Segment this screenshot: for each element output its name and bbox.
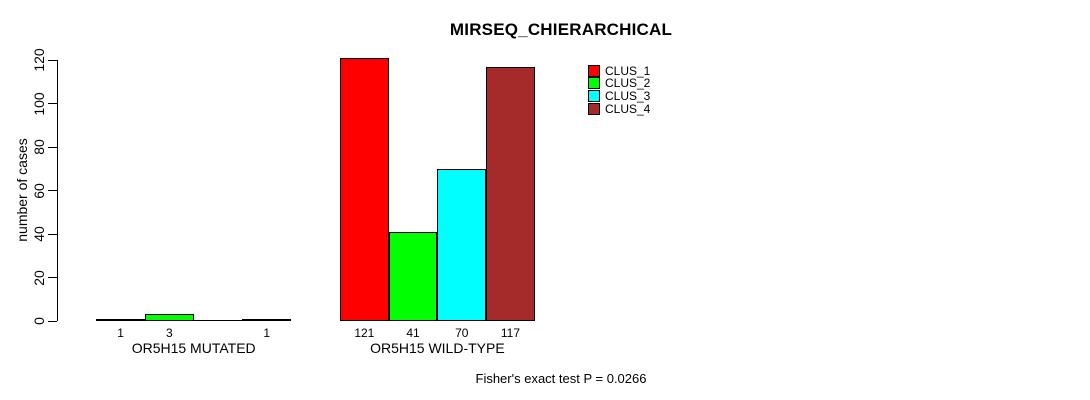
legend-item: CLUS_3 bbox=[588, 89, 650, 102]
y-axis-tick-label: 120 bbox=[31, 48, 47, 72]
bar bbox=[388, 231, 438, 321]
bar bbox=[486, 66, 535, 321]
legend-swatch bbox=[588, 89, 600, 102]
y-axis-tick bbox=[48, 103, 57, 104]
y-axis-tick-label: 20 bbox=[31, 269, 47, 286]
bar bbox=[242, 318, 292, 321]
bar-value-label: 41 bbox=[406, 326, 420, 340]
y-axis-tick bbox=[48, 320, 57, 322]
y-axis-tick-label: 60 bbox=[31, 182, 47, 199]
bar-value-label: 1 bbox=[263, 326, 271, 340]
y-axis-tick bbox=[48, 190, 57, 191]
legend-swatch bbox=[588, 64, 600, 77]
bar bbox=[437, 168, 487, 321]
bar bbox=[145, 314, 194, 321]
bar bbox=[96, 318, 145, 321]
zero-height-bar bbox=[193, 320, 243, 321]
y-axis-tick bbox=[48, 233, 57, 235]
y-axis-tick-label: 100 bbox=[31, 91, 47, 116]
legend-label: CLUS_3 bbox=[605, 88, 651, 103]
fisher-test-annotation: Fisher's exact test P = 0.0266 bbox=[475, 371, 647, 386]
legend-label: CLUS_2 bbox=[605, 76, 651, 91]
y-axis-tick bbox=[48, 277, 57, 278]
category-label: OR5H15 MUTATED bbox=[131, 340, 256, 356]
legend-item: CLUS_4 bbox=[588, 102, 650, 115]
y-axis-line bbox=[57, 60, 58, 321]
bar bbox=[340, 57, 389, 321]
y-axis-tick-label: 0 bbox=[31, 317, 47, 325]
y-axis-tick bbox=[48, 146, 57, 148]
legend-item: CLUS_2 bbox=[588, 77, 650, 90]
legend-label: CLUS_1 bbox=[605, 63, 651, 78]
bar-value-label: 70 bbox=[455, 326, 469, 340]
bar-value-label: 3 bbox=[166, 326, 173, 340]
legend-swatch bbox=[588, 102, 600, 115]
bar-value-label: 121 bbox=[354, 326, 375, 340]
bar-value-label: 1 bbox=[117, 326, 124, 340]
legend-item: CLUS_1 bbox=[588, 64, 650, 77]
y-axis-label: number of cases bbox=[14, 138, 30, 242]
y-axis-tick-label: 80 bbox=[31, 139, 47, 155]
category-label: OR5H15 WILD-TYPE bbox=[370, 340, 505, 356]
y-axis-tick-label: 40 bbox=[31, 226, 47, 242]
legend-swatch bbox=[588, 77, 600, 90]
chart-title: MIRSEQ_CHIERARCHICAL bbox=[449, 20, 673, 39]
y-axis-tick bbox=[48, 59, 57, 61]
legend-label: CLUS_4 bbox=[605, 101, 651, 116]
bar-value-label: 117 bbox=[500, 326, 520, 340]
